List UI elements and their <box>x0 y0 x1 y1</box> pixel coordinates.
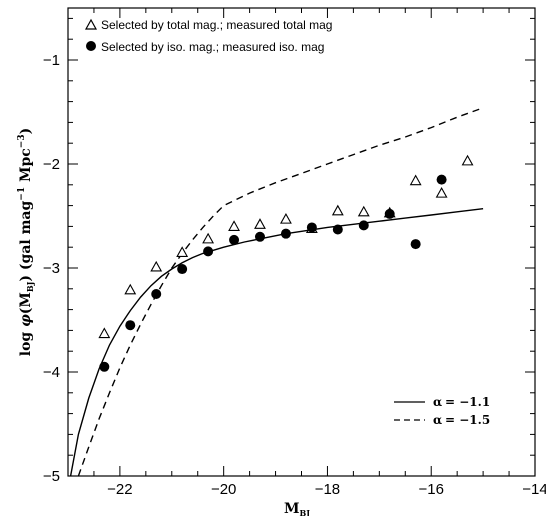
triangle-point <box>331 204 344 216</box>
triangle-point <box>461 154 474 166</box>
curve-alpha-1-1 <box>69 208 484 477</box>
y-label-phi: φ <box>18 314 34 327</box>
circle-point <box>410 239 421 250</box>
model-curves <box>69 107 484 477</box>
y-tick-label: −3 <box>43 260 60 277</box>
x-tick-label: −22 <box>107 481 132 498</box>
x-tick-label: −16 <box>418 481 443 498</box>
triangle-point <box>279 212 292 224</box>
circle-point <box>99 361 110 372</box>
legend-triangle-marker <box>84 18 98 30</box>
y-label-log: log <box>18 327 34 356</box>
data-markers <box>98 154 474 372</box>
legend-alpha-symbol-1: α <box>433 395 442 409</box>
y-label-exp2: −3 <box>17 134 27 148</box>
x-axis-label: MBJ <box>284 501 310 516</box>
circle-point <box>306 222 317 233</box>
y-label-sub: BJ <box>25 281 35 292</box>
x-axis-label-sub: BJ <box>300 508 311 516</box>
y-tick-label: −2 <box>43 156 60 173</box>
circle-point <box>358 220 369 231</box>
circle-point <box>332 224 343 235</box>
triangle-point <box>228 220 240 231</box>
circle-point <box>151 289 162 299</box>
curve-alpha-1-5 <box>77 107 484 477</box>
x-axis-label-main: M <box>284 501 300 516</box>
triangle-point <box>98 327 111 339</box>
circle-point <box>280 228 291 239</box>
triangle-point <box>435 186 448 198</box>
circle-point <box>229 234 240 245</box>
circle-point <box>125 320 136 331</box>
x-tick-label: −20 <box>211 481 236 498</box>
circle-point <box>436 174 447 185</box>
y-axis-label: log φ(MBJ) (gal mag−1 Mpc−3) <box>17 128 35 356</box>
y-tick-label: −1 <box>43 52 60 69</box>
triangle-point <box>409 174 422 186</box>
triangle-point <box>124 283 137 295</box>
y-tick-label: −5 <box>43 468 60 485</box>
y-label-end: ) <box>18 128 34 135</box>
x-tick-label: −18 <box>315 481 340 498</box>
y-label-close: ) (gal mag <box>18 201 34 282</box>
y-label-open: (M <box>18 292 34 314</box>
x-tick-label: −14 <box>522 481 546 498</box>
legend-circle-marker <box>86 41 96 51</box>
tick-labels: −22 −20 −18 −16 −14 −1 −2 −3 −4 −5 <box>43 52 546 498</box>
y-label-exp1: −1 <box>17 187 27 201</box>
legend-alpha-value-2: = −1.5 <box>445 413 490 427</box>
curve-legend: α = −1.1 α = −1.5 <box>394 395 490 427</box>
circle-point <box>203 246 214 257</box>
y-label-mid: Mpc <box>18 148 34 187</box>
triangle-point <box>357 205 370 217</box>
circle-point <box>177 264 188 275</box>
circle-point <box>384 208 395 219</box>
legend-label-total-mag: Selected by total mag.; measured total m… <box>101 18 332 32</box>
circle-point <box>254 231 265 242</box>
axis-ticks <box>67 8 535 477</box>
legend: Selected by total mag.; measured total m… <box>84 18 332 54</box>
triangle-point <box>176 246 189 257</box>
triangle-point <box>202 232 215 244</box>
triangle-point <box>254 218 266 229</box>
y-tick-label: −4 <box>43 364 60 381</box>
legend-label-iso-mag: Selected by iso. mag.; measured iso. mag <box>101 40 324 54</box>
legend-alpha-value-1: = −1.1 <box>445 395 490 409</box>
triangle-point <box>150 260 163 272</box>
legend-alpha-symbol-2: α <box>433 413 442 427</box>
